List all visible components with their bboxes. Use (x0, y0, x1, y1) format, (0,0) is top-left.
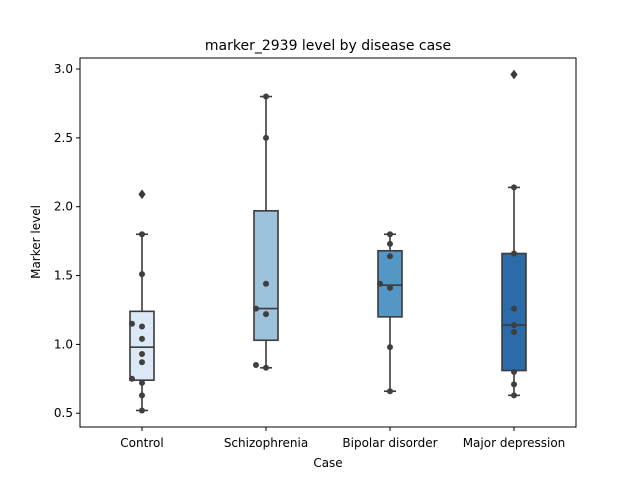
data-point (139, 392, 145, 399)
data-point (263, 134, 269, 141)
box-group-bipolar-disorder (377, 231, 403, 395)
data-point (263, 311, 269, 318)
data-point (139, 271, 145, 278)
data-point (253, 305, 259, 312)
boxes-layer (129, 69, 527, 414)
data-point (387, 231, 393, 238)
data-point (139, 359, 145, 366)
data-point (139, 379, 145, 386)
x-tick-label: Bipolar disorder (342, 436, 437, 450)
data-point (139, 231, 145, 238)
data-point (139, 351, 145, 358)
data-point (511, 305, 517, 312)
data-point (387, 284, 393, 291)
data-point (511, 392, 517, 399)
data-point (511, 322, 517, 329)
x-tick-label: Major depression (463, 436, 566, 450)
y-tick-label: 2.5 (54, 131, 73, 145)
data-point (511, 368, 517, 375)
box-group-major-depression (501, 69, 527, 399)
chart-title: marker_2939 level by disease case (205, 38, 451, 54)
x-tick-label: Control (120, 436, 163, 450)
data-point (253, 362, 259, 369)
data-point (139, 335, 145, 342)
box-group-control (129, 189, 155, 414)
data-point (129, 375, 135, 382)
data-point (511, 328, 517, 335)
plot-area (79, 57, 577, 428)
data-point (511, 184, 517, 191)
x-axis-label: Case (313, 456, 342, 470)
data-point (139, 407, 145, 414)
y-axis: 0.5 1.0 1.5 2.0 2.5 3.0 (54, 62, 80, 420)
y-tick-label: 1.5 (54, 269, 73, 283)
data-point (387, 344, 393, 351)
data-point (377, 280, 383, 287)
data-point (511, 381, 517, 388)
y-tick-label: 0.5 (54, 406, 73, 420)
data-point (387, 253, 393, 260)
outlier-point (138, 189, 146, 200)
y-axis-label: Marker level (29, 205, 43, 279)
data-point (387, 240, 393, 247)
y-tick-label: 3.0 (54, 62, 73, 76)
y-tick-label: 2.0 (54, 200, 73, 214)
data-point (511, 250, 517, 257)
outlier-point (510, 69, 518, 80)
data-point (129, 320, 135, 327)
data-point (263, 364, 269, 371)
y-tick-label: 1.0 (54, 337, 73, 351)
data-point (387, 388, 393, 395)
box-group-schizophrenia (253, 93, 279, 371)
box (253, 210, 279, 342)
x-tick-label: Schizophrenia (224, 436, 308, 450)
box (501, 252, 527, 372)
data-point (263, 280, 269, 287)
x-axis: Control Schizophrenia Bipolar disorder Majo… (120, 427, 565, 450)
data-point (263, 93, 269, 100)
data-point (139, 323, 145, 330)
